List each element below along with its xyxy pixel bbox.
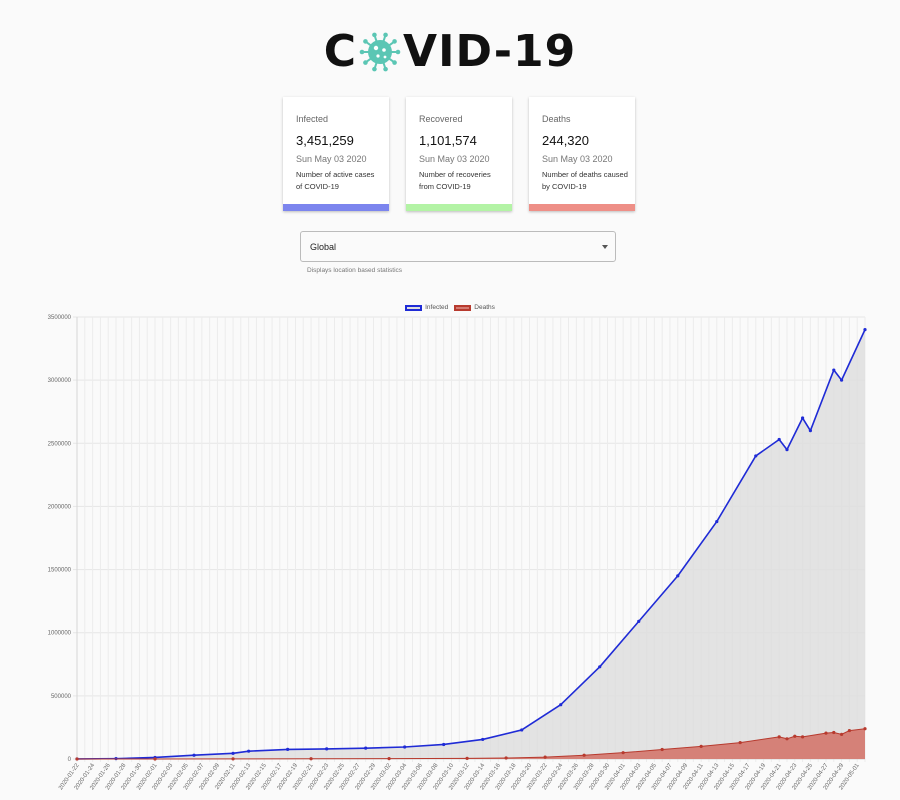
card-color-bar [529, 204, 635, 211]
card-date: Sun May 03 2020 [419, 154, 490, 164]
card-date: Sun May 03 2020 [542, 154, 613, 164]
y-tick-label: 3000000 [48, 378, 72, 384]
covid-line-chart: 0 500000 1000000 1500000 2000000 2500000 30000… [0, 300, 900, 800]
y-tick-label: 2500000 [48, 441, 72, 447]
card-color-bar [406, 204, 512, 211]
data-point-deaths [309, 757, 313, 761]
data-point-deaths [847, 728, 851, 733]
data-point-infected [192, 753, 196, 757]
virus-icon [359, 32, 401, 72]
data-point-infected [839, 378, 844, 382]
series-line-deaths [76, 728, 866, 760]
card-value: 3,451,259 [296, 133, 354, 148]
data-point-infected [231, 751, 235, 755]
chart-canvas: 0 500000 1000000 1500000 2000000 2500000 30000… [48, 315, 867, 791]
data-point-deaths [660, 747, 664, 752]
card-value: 244,320 [542, 133, 589, 148]
data-point-infected [481, 737, 485, 742]
data-point-deaths [621, 751, 625, 755]
data-point-deaths [785, 737, 789, 741]
data-point-deaths [231, 757, 235, 761]
data-point-infected [442, 742, 446, 747]
data-point-deaths [153, 757, 157, 761]
data-point-deaths [832, 730, 836, 735]
legend-swatch-infected [405, 304, 423, 311]
data-point-deaths [839, 732, 844, 736]
card-description: Number of deaths caused by COVID-19 [542, 170, 628, 191]
data-point-infected [247, 749, 251, 753]
data-point-deaths [824, 731, 828, 735]
app-title-right: VID-19 [403, 26, 577, 77]
card-description: Number of active cases of COVID-19 [296, 170, 375, 191]
series-line-infected [76, 329, 866, 760]
data-point-deaths [800, 735, 805, 739]
data-point-infected [715, 519, 719, 524]
data-point-infected [598, 665, 602, 669]
infected-card: Infected 3,451,259 Sun May 03 2020 Numbe… [283, 97, 389, 211]
data-point-infected [800, 416, 805, 420]
data-point-infected [364, 746, 368, 750]
data-point-infected [325, 747, 329, 751]
card-label: Deaths [542, 114, 571, 124]
legend-item-infected[interactable]: Infected [405, 304, 448, 311]
data-point-infected [863, 328, 867, 332]
data-point-deaths [504, 756, 508, 760]
data-point-infected [520, 728, 524, 732]
data-point-deaths [582, 753, 586, 757]
data-point-deaths [387, 757, 391, 761]
data-point-infected [286, 747, 290, 752]
stat-cards: Infected 3,451,259 Sun May 03 2020 Numbe… [283, 97, 635, 211]
app-title: C VID-19 [324, 30, 577, 74]
data-point-infected [777, 437, 781, 442]
card-label: Infected [296, 114, 329, 124]
y-tick-label: 1000000 [48, 631, 72, 637]
card-label: Recovered [419, 114, 463, 124]
location-select[interactable]: Global [300, 231, 616, 262]
location-helper-text: Displays location based statistics [307, 267, 403, 274]
data-point-infected [808, 429, 812, 433]
data-point-deaths [777, 735, 781, 739]
y-tick-label: 2000000 [48, 504, 72, 510]
data-point-deaths [75, 757, 79, 761]
y-tick-label: 0 [68, 757, 72, 763]
data-point-deaths [699, 744, 703, 748]
y-tick-label: 3500000 [48, 315, 72, 321]
legend-swatch-deaths [454, 304, 472, 311]
app-logo: C VID-19 [0, 24, 900, 80]
y-tick-label: 1500000 [48, 568, 72, 574]
data-point-deaths [863, 727, 867, 731]
data-point-infected [637, 619, 641, 623]
card-color-bar [283, 204, 389, 211]
card-value: 1,101,574 [419, 133, 477, 148]
app-title-left: C [323, 26, 358, 77]
y-tick-label: 500000 [51, 694, 72, 700]
location-select-group: Global Displays location based statistic… [300, 231, 616, 274]
legend-label-deaths: Deaths [474, 304, 495, 311]
chart-legend: Infected Deaths [0, 304, 900, 311]
deaths-card: Deaths 244,320 Sun May 03 2020 Number of… [529, 97, 635, 211]
data-point-deaths [465, 756, 469, 760]
card-date: Sun May 03 2020 [296, 154, 367, 164]
legend-item-deaths[interactable]: Deaths [454, 304, 495, 311]
series-area-deaths [77, 728, 865, 759]
data-point-infected [785, 448, 789, 452]
card-description: Number of recoveries from COVID-19 [419, 170, 491, 191]
data-point-infected [832, 368, 836, 372]
recovered-card: Recovered 1,101,574 Sun May 03 2020 Numb… [406, 97, 512, 211]
data-point-deaths [793, 734, 797, 738]
legend-label-infected: Infected [425, 304, 449, 311]
series-area-infected [77, 329, 865, 759]
data-point-infected [559, 703, 563, 707]
data-point-deaths [738, 740, 742, 745]
data-point-infected [754, 454, 758, 458]
location-select-value: Global [310, 241, 337, 252]
data-point-deaths [543, 755, 547, 759]
data-point-infected [403, 745, 407, 749]
dropdown-arrow-icon[interactable] [602, 245, 608, 249]
data-point-infected [676, 574, 680, 578]
